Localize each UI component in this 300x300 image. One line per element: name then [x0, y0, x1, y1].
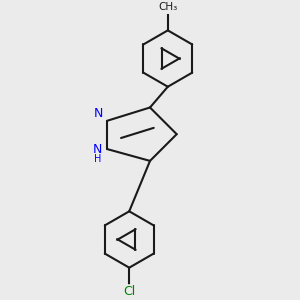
Text: N: N — [93, 142, 102, 155]
Text: N: N — [94, 107, 104, 120]
Text: H: H — [94, 154, 101, 164]
Text: CH₃: CH₃ — [158, 2, 177, 12]
Text: Cl: Cl — [123, 285, 135, 298]
